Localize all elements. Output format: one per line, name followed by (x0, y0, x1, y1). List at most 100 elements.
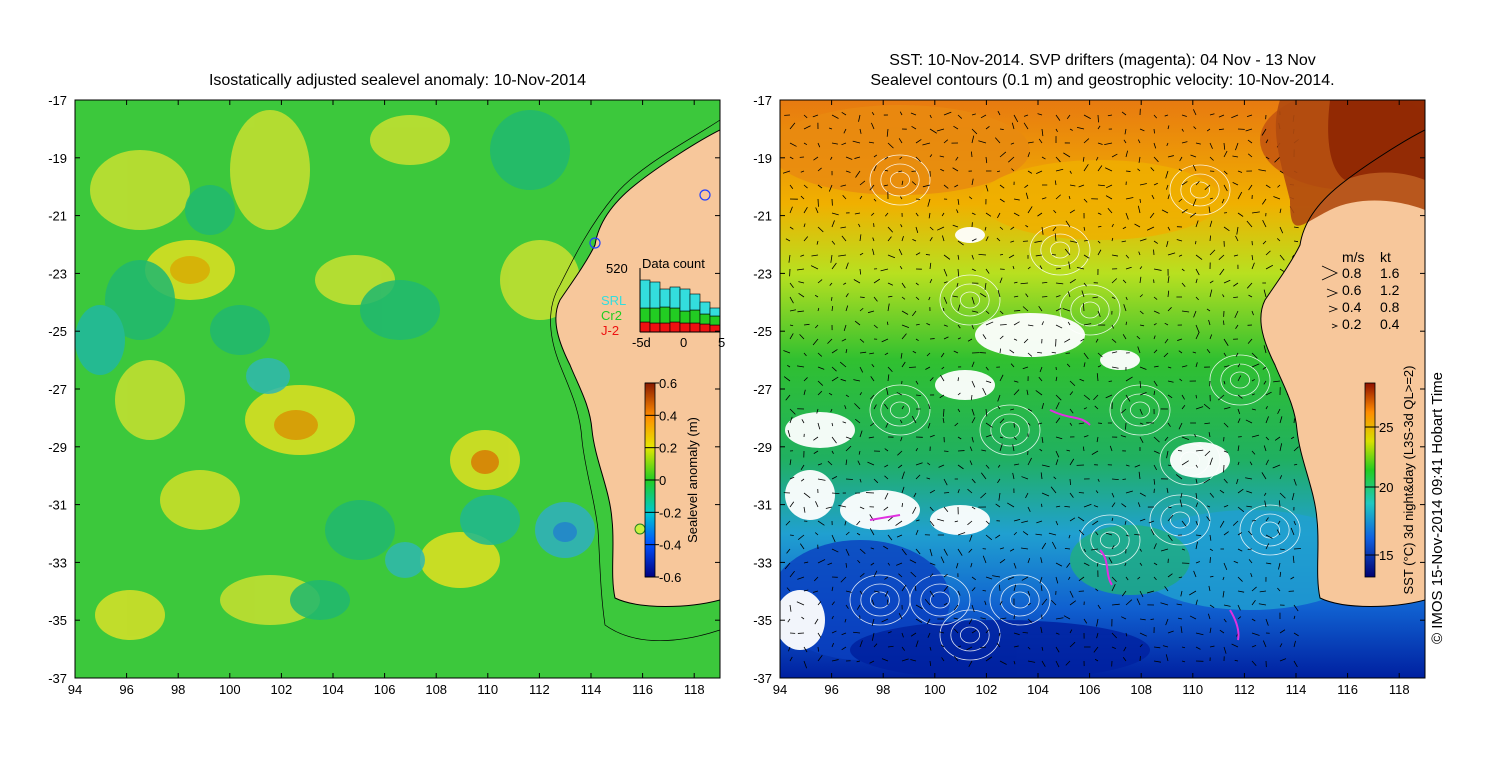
velocity-arrow (1111, 492, 1115, 498)
velocity-arrow (1164, 338, 1169, 344)
velocity-arrow (1120, 435, 1127, 438)
velocity-arrow (900, 419, 903, 424)
velocity-arrow (867, 461, 875, 466)
velocity-arrow (915, 156, 921, 163)
velocity-arrow (1079, 378, 1085, 382)
velocity-arrow (922, 142, 931, 146)
velocity-arrow (868, 436, 875, 439)
velocity-arrow (1279, 416, 1283, 424)
velocity-arrow (1027, 457, 1032, 466)
velocity-arrow (1235, 142, 1239, 151)
velocity-arrow (1055, 436, 1063, 440)
sealevel-contour (1250, 513, 1290, 547)
velocity-arrow (971, 587, 976, 592)
velocity-arrow (915, 394, 921, 397)
velocity-arrow (840, 378, 847, 382)
velocity-arrow (789, 333, 794, 340)
velocity-arrow (1095, 588, 1099, 592)
velocity-arrow (1251, 262, 1255, 270)
velocity-arrow (1023, 338, 1029, 344)
velocity-arrow (1151, 194, 1155, 200)
velocity-arrow (1264, 500, 1267, 508)
velocity-arrow (971, 238, 977, 242)
velocity-arrow (845, 445, 852, 452)
velocity-arrow (971, 380, 976, 388)
velocity-arrow (1037, 113, 1043, 116)
velocity-arrow (1181, 394, 1185, 400)
velocity-arrow (1164, 436, 1169, 442)
velocity-arrow (1167, 514, 1174, 522)
velocity-arrow (1165, 654, 1169, 662)
velocity-arrow (1160, 602, 1169, 606)
velocity-arrow (1139, 518, 1146, 522)
velocity-arrow (884, 448, 889, 452)
velocity-arrow (999, 324, 1007, 326)
velocity-arrow (1069, 408, 1074, 414)
velocity-arrow (985, 236, 989, 242)
velocity-arrow (859, 478, 862, 483)
velocity-arrow (887, 236, 892, 242)
velocity-arrow (1181, 268, 1185, 272)
velocity-arrow (1092, 296, 1099, 299)
velocity-arrow (1167, 226, 1171, 231)
data-count-bar (639, 321, 651, 333)
velocity-arrow (1107, 114, 1113, 117)
velocity-arrow (831, 349, 838, 354)
velocity-arrow (1263, 445, 1267, 452)
velocity-arrow (971, 478, 976, 484)
velocity-arrow (1293, 478, 1297, 486)
velocity-arrow (1223, 352, 1227, 357)
velocity-arrow (1097, 365, 1102, 368)
velocity-arrow (871, 212, 875, 216)
velocity-arrow (803, 223, 806, 228)
velocity-arrow (1223, 170, 1228, 175)
velocity-arrow (859, 572, 865, 578)
velocity-arrow (1055, 267, 1061, 270)
velocity-arrow (886, 321, 889, 326)
velocity-arrow (997, 478, 1001, 484)
velocity-arrow (1027, 506, 1031, 512)
velocity-arrow (817, 520, 825, 526)
velocity-arrow (1258, 603, 1267, 606)
velocity-arrow (1265, 543, 1270, 550)
velocity-arrow (1237, 363, 1241, 368)
velocity-arrow (957, 408, 961, 413)
velocity-arrow (969, 460, 973, 466)
velocity-arrow (831, 240, 836, 245)
velocity-arrow (803, 184, 808, 189)
velocity-arrow (1265, 436, 1270, 441)
velocity-arrow (1094, 405, 1099, 410)
velocity-arrow (816, 240, 819, 245)
velocity-arrow (831, 220, 835, 228)
velocity-arrow (1097, 184, 1105, 187)
velocity-arrow (789, 282, 794, 288)
velocity-arrow (955, 562, 959, 569)
velocity-arrow (1139, 562, 1143, 566)
velocity-arrow (1237, 191, 1243, 200)
velocity-arrow (1097, 249, 1102, 256)
velocity-arrow (995, 503, 1001, 508)
velocity-arrow (852, 140, 861, 144)
velocity-arrow (1265, 517, 1269, 522)
velocity-arrow (787, 365, 791, 368)
speed-legend: m/s kt 0.8 1.6 0.6 1.2 0.4 0.8 0.2 0.4 (1321, 249, 1400, 332)
velocity-arrow (967, 488, 973, 494)
sst-colorbar (1364, 382, 1376, 578)
velocity-arrow (899, 265, 903, 270)
velocity-arrow (801, 616, 805, 620)
velocity-arrow (1176, 239, 1183, 242)
velocity-arrow (838, 254, 847, 257)
velocity-arrow (873, 154, 878, 158)
velocity-arrow (980, 646, 987, 649)
velocity-arrow (817, 390, 823, 396)
velocity-arrow (915, 139, 922, 144)
velocity-arrow (1195, 406, 1204, 410)
velocity-arrow (901, 471, 905, 480)
velocity-arrow (1065, 660, 1071, 666)
velocity-arrow (1055, 114, 1061, 121)
velocity-arrow (1218, 114, 1225, 118)
velocity-arrow (1195, 646, 1201, 650)
velocity-arrow (1237, 394, 1243, 399)
velocity-arrow (929, 279, 933, 284)
